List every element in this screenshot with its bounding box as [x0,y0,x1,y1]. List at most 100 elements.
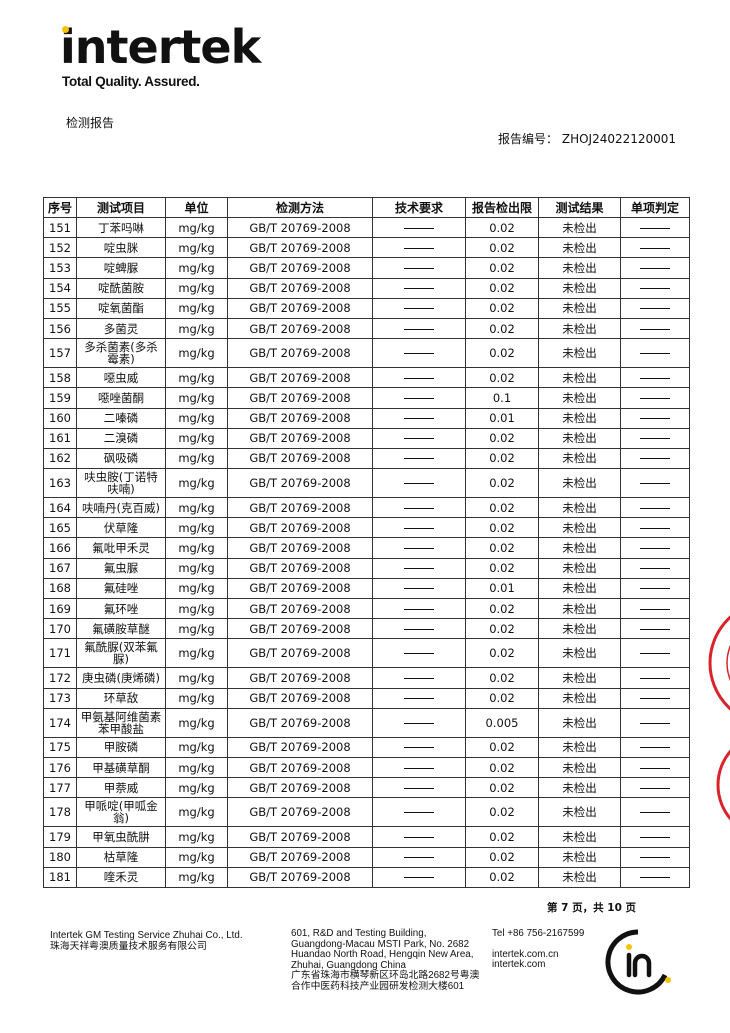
cell-limit: 0.02 [465,597,539,620]
cell-judgement [620,756,690,779]
cell-limit: 0.02 [465,756,539,779]
cell-result: 未检出 [538,597,621,620]
cell-limit: 0.02 [465,297,539,319]
cell-requirement [372,846,466,868]
dash-mark [640,227,670,229]
cell-unit: mg/kg [165,557,228,579]
dash-mark [640,608,670,610]
cell-no: 171 [43,638,77,669]
dash-mark [404,458,434,460]
dash-mark [640,722,670,724]
cell-requirement [372,497,466,519]
cell-result: 未检出 [538,387,621,409]
cell-no: 172 [43,667,77,689]
dash-mark [404,507,434,509]
cell-method: GB/T 20769-2008 [227,497,373,519]
cell-method: GB/T 20769-2008 [227,846,373,868]
dash-mark [404,397,434,399]
footer-company: Intertek GM Testing Service Zhuhai Co., … [50,930,243,952]
dash-mark [640,483,670,485]
company-name-en: Intertek GM Testing Service Zhuhai Co., … [50,930,243,941]
cell-no: 163 [43,468,77,499]
dash-mark [404,747,434,749]
cell-result: 未检出 [538,707,621,738]
dash-mark [640,418,670,420]
cell-method: GB/T 20769-2008 [227,447,373,470]
cell-judgement [620,297,690,319]
cell-limit: 0.02 [465,277,539,299]
cell-result: 未检出 [538,367,621,389]
cell-unit: mg/kg [165,577,228,600]
cell-method: GB/T 20769-2008 [227,277,373,299]
header-col-item: 测试项目 [76,197,166,218]
cell-method: GB/T 20769-2008 [227,756,373,779]
cell-limit: 0.02 [465,638,539,669]
cell-result: 未检出 [538,517,621,539]
dash-mark [640,568,670,570]
table-row: 176 甲基磺草酮 mg/kg GB/T 20769-2008 0.02 未检出 [43,756,690,779]
table-row: 172 庚虫磷(庚烯磷) mg/kg GB/T 20769-2008 0.02 未检出 [43,667,690,689]
cell-item: 氟酰脲(双苯氟脲) [76,638,166,669]
cell-item: 枯草隆 [76,846,166,868]
dash-mark [640,698,670,700]
cell-item: 伏草隆 [76,517,166,539]
table-row: 154 啶酰菌胺 mg/kg GB/T 20769-2008 0.02 未检出 [43,277,690,299]
cell-requirement [372,777,466,799]
website[interactable]: intertek.com [492,959,546,970]
cell-judgement [620,367,690,389]
dash-mark [404,698,434,700]
cell-result: 未检出 [538,846,621,868]
cell-limit: 0.02 [465,797,539,828]
cell-method: GB/T 20769-2008 [227,736,373,758]
cell-no: 159 [43,387,77,409]
cell-requirement [372,736,466,758]
cell-result: 未检出 [538,736,621,758]
cell-no: 169 [43,597,77,620]
cell-judgement [620,468,690,499]
cell-limit: 0.02 [465,557,539,579]
table-header-row: 序号 测试项目 单位 检测方法 技术要求 报告检出限 测试结果 单项判定 [43,197,690,218]
cell-result: 未检出 [538,777,621,799]
cell-result: 未检出 [538,257,621,279]
dash-mark [640,438,670,440]
website-cn[interactable]: intertek.com.cn [492,948,559,960]
cell-judgement [620,777,690,799]
cell-limit: 0.02 [465,537,539,559]
footer-address: 601, R&D and Testing Building, Guangdong… [291,928,479,992]
cell-unit: mg/kg [165,597,228,620]
dash-mark [404,787,434,789]
cell-method: GB/T 20769-2008 [227,707,373,738]
intertek-logo: intertek [60,20,261,74]
dash-mark [640,653,670,655]
table-row: 163 呋虫胺(丁诺特呋喃) mg/kg GB/T 20769-2008 0.02 未检出 [43,468,690,499]
cell-unit: mg/kg [165,756,228,779]
logo-wordmark: intertek [60,20,261,74]
cell-result: 未检出 [538,826,621,848]
cell-method: GB/T 20769-2008 [227,597,373,620]
dash-mark [404,877,434,879]
cell-limit: 0.02 [465,826,539,848]
cell-unit: mg/kg [165,387,228,409]
dash-mark [640,328,670,330]
cell-method: GB/T 20769-2008 [227,537,373,559]
dash-mark [404,608,434,610]
cell-method: GB/T 20769-2008 [227,667,373,689]
dash-mark [640,677,670,679]
cell-no: 157 [43,338,77,369]
cell-method: GB/T 20769-2008 [227,338,373,369]
cell-method: GB/T 20769-2008 [227,866,373,888]
cell-no: 165 [43,517,77,539]
dash-mark [640,877,670,879]
cell-judgement [620,557,690,579]
cell-method: GB/T 20769-2008 [227,367,373,389]
cell-item: 丁苯吗啉 [76,216,166,239]
logo-dot [62,26,69,33]
cell-requirement [372,297,466,319]
table-row: 161 二溴磷 mg/kg GB/T 20769-2008 0.02 未检出 [43,427,690,449]
cell-limit: 0.02 [465,667,539,689]
cell-result: 未检出 [538,667,621,689]
cell-judgement [620,866,690,888]
cell-item: 噁虫威 [76,367,166,389]
header-col-no: 序号 [43,197,77,218]
header-col-method: 检测方法 [227,197,373,218]
